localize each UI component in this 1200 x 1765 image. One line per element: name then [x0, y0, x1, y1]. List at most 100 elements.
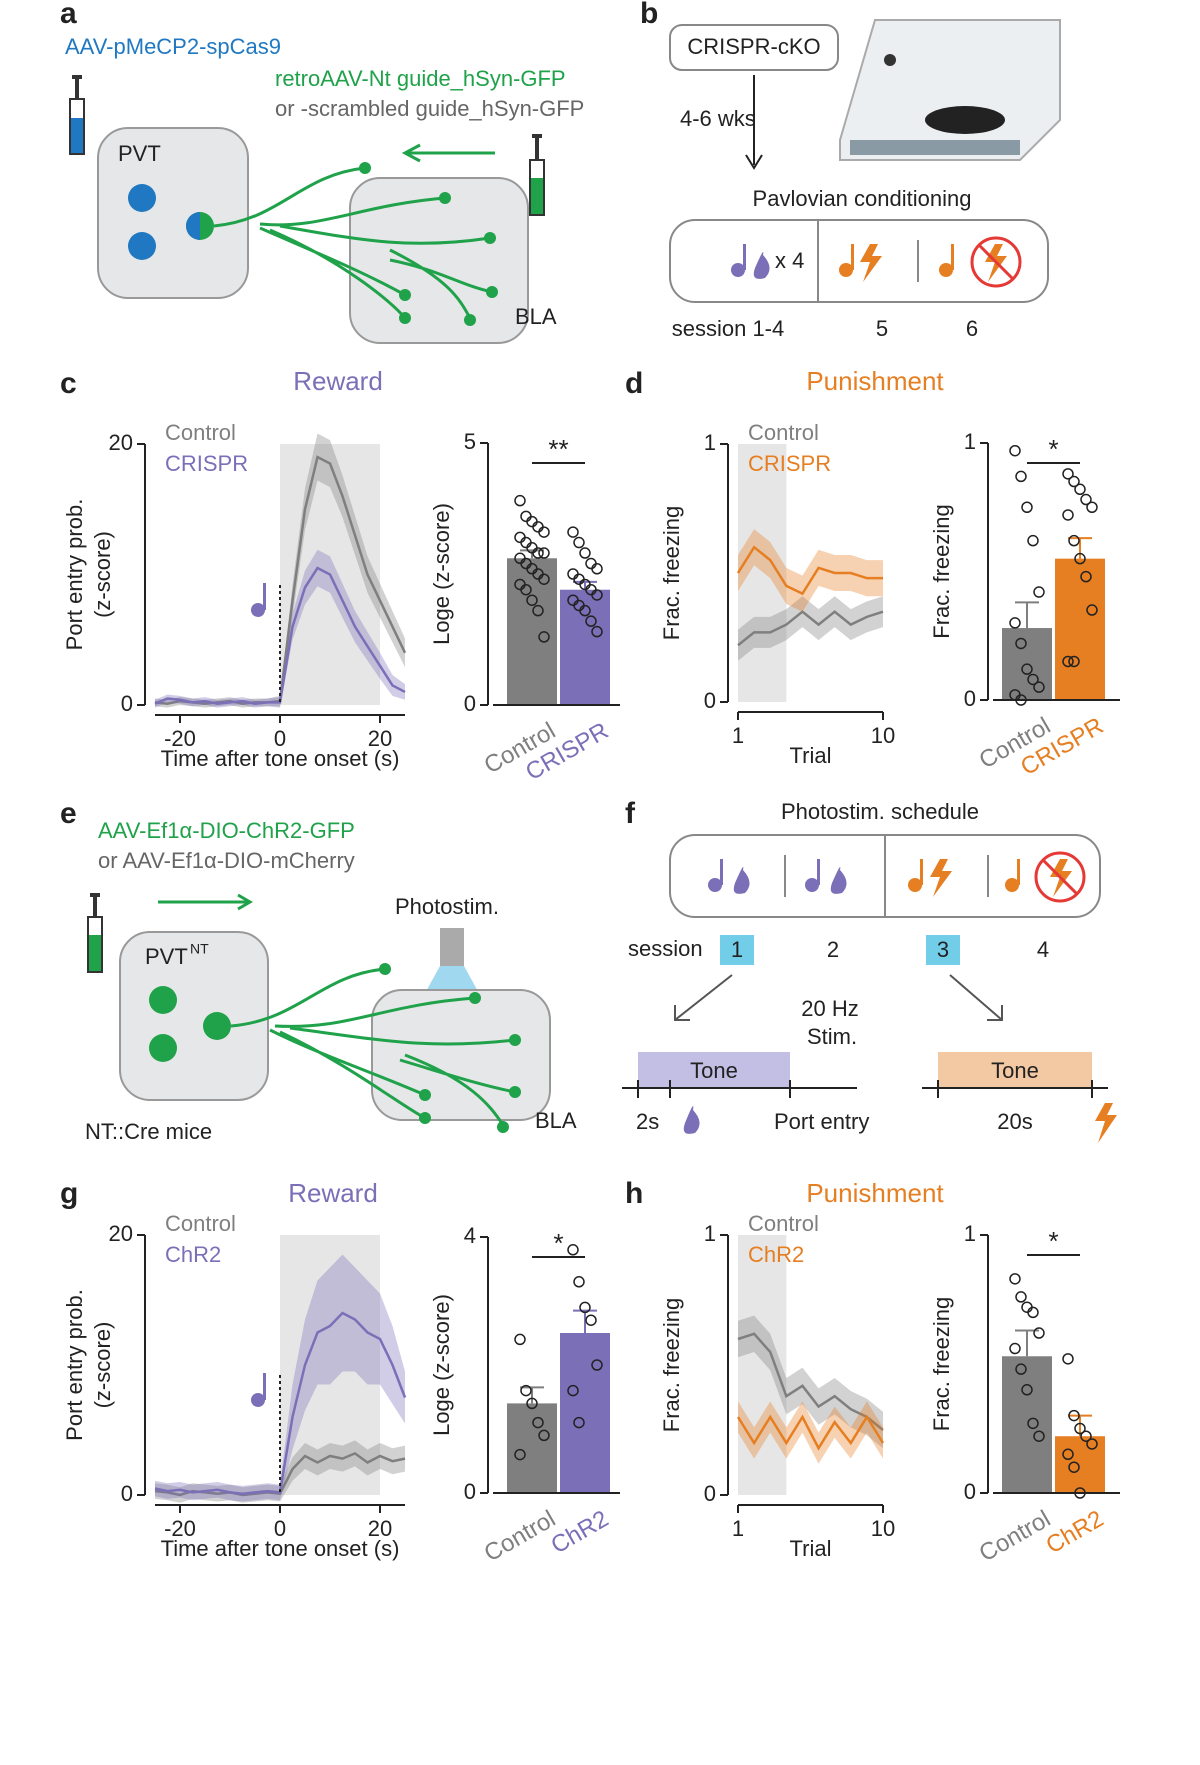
data-point [532, 521, 544, 533]
protocol-title: Pavlovian conditioning [753, 186, 972, 211]
significance-label: * [1048, 1226, 1058, 1256]
x-tick-label: -20 [164, 726, 196, 751]
y-axis-label: Loge (z-score) [429, 503, 454, 645]
box [669, 24, 839, 71]
data-point [591, 563, 603, 575]
x-tick-label: ChR2 [547, 1505, 614, 1559]
panel-f: Photostim. schedule session 1 2 3 4 20 H… [622, 799, 1117, 1143]
data-point [1021, 501, 1033, 513]
vector-label: AAV-pMeCP2-spCas9 [65, 34, 281, 59]
data-point [526, 1397, 538, 1410]
data-point [1009, 1273, 1021, 1285]
bar [507, 1403, 557, 1493]
bar [1055, 558, 1105, 700]
x-tick-label: 10 [871, 723, 895, 748]
chart-title: Reward [293, 366, 383, 396]
data-point [1027, 1417, 1039, 1430]
data-point [514, 494, 526, 507]
y-tick-label: 20 [109, 1221, 133, 1246]
panel-b: CRISPR-cKO 4-6 wks Pavlovian conditionin… [669, 19, 1061, 341]
error-bar [1068, 537, 1092, 559]
region-label: BLA [515, 304, 557, 329]
error-band [155, 433, 405, 708]
schedule-title: Photostim. schedule [781, 799, 979, 824]
data-point [567, 568, 579, 580]
region-box [119, 931, 269, 1101]
data-point [1009, 1342, 1021, 1355]
stim-label: Stim. [807, 1024, 857, 1049]
data-point [1027, 1306, 1039, 1319]
data-point [1086, 501, 1098, 513]
panel-letter: f [625, 797, 636, 830]
significance-label: * [1048, 434, 1058, 464]
panel-letter: a [60, 0, 77, 30]
y-tick-label: 0 [464, 1479, 476, 1504]
data-point [1015, 1291, 1027, 1303]
y-tick-label: 0 [121, 1481, 133, 1506]
data-point [573, 1276, 585, 1288]
bar [560, 1333, 610, 1493]
error-bar [1015, 601, 1039, 629]
panel-letter: b [640, 0, 658, 30]
data-point [591, 589, 603, 601]
y-tick-label: 20 [109, 430, 133, 455]
error-band [738, 1315, 883, 1449]
panel-letter: d [625, 367, 643, 400]
data-point [1062, 468, 1074, 480]
data-point [538, 1429, 550, 1442]
repeat-label: x 4 [775, 248, 804, 273]
chart-title: Reward [288, 1178, 378, 1208]
y-tick-label: 4 [464, 1223, 476, 1248]
chart-title: Punishment [806, 366, 944, 396]
data-point [532, 1416, 544, 1429]
y-axis-label: (z-score) [90, 1322, 115, 1409]
tone-icon [263, 583, 266, 610]
y-axis-label: Frac. freezing [659, 1298, 684, 1433]
vector-label: or AAV-Ef1α-DIO-mCherry [98, 848, 355, 873]
session-label: 5 [876, 316, 888, 341]
panel-letter: c [60, 367, 77, 400]
x-tick-label: 1 [732, 723, 744, 748]
legend-label: Control [748, 420, 819, 445]
panel-letters: a b c d e f g h [60, 0, 658, 1210]
y-tick-label: 0 [964, 1479, 976, 1504]
data-point [1015, 637, 1027, 650]
y-tick-label: 0 [121, 691, 133, 716]
legend-label: ChR2 [748, 1242, 804, 1267]
data-point [1062, 655, 1074, 668]
stim-label: 20 Hz [801, 996, 858, 1021]
delay-label: 2s [636, 1109, 659, 1134]
session-number: 3 [937, 937, 949, 962]
tone-label: Tone [690, 1058, 738, 1083]
vector-label: AAV-Ef1α-DIO-ChR2-GFP [98, 818, 355, 843]
session-number: 4 [1037, 937, 1049, 962]
y-tick-label: 0 [704, 1481, 716, 1506]
chart-title: Punishment [806, 1178, 944, 1208]
shade [280, 1235, 380, 1495]
x-tick-label: 20 [368, 726, 392, 751]
port-label: Port entry [774, 1109, 869, 1134]
shade [738, 1235, 787, 1495]
data-point [538, 573, 550, 585]
y-tick-label: 1 [704, 430, 716, 455]
region-label: PVT [145, 944, 188, 969]
data-point [579, 547, 591, 559]
y-axis-label: Loge (z-score) [429, 1294, 454, 1436]
mice-label: NT::Cre mice [85, 1119, 212, 1144]
error-band [738, 596, 883, 661]
legend-label: ChR2 [165, 1242, 221, 1267]
data-point [1062, 1353, 1074, 1365]
data-point [1021, 663, 1033, 675]
session-number: 1 [731, 937, 743, 962]
data-point [1015, 470, 1027, 483]
y-axis-label: Frac. freezing [929, 504, 954, 639]
data-point [520, 536, 532, 549]
data-point [1027, 534, 1039, 547]
data-point [520, 583, 532, 596]
x-tick-label: 0 [274, 1516, 286, 1541]
session-label: 6 [966, 316, 978, 341]
legend-label: Control [165, 1211, 236, 1236]
y-tick-label: 1 [964, 429, 976, 454]
y-axis-label: Port entry prob. [62, 499, 87, 651]
series-line [154, 566, 406, 705]
